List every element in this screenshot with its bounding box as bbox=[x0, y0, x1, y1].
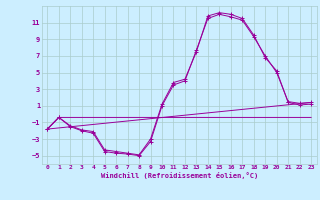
X-axis label: Windchill (Refroidissement éolien,°C): Windchill (Refroidissement éolien,°C) bbox=[100, 172, 258, 179]
